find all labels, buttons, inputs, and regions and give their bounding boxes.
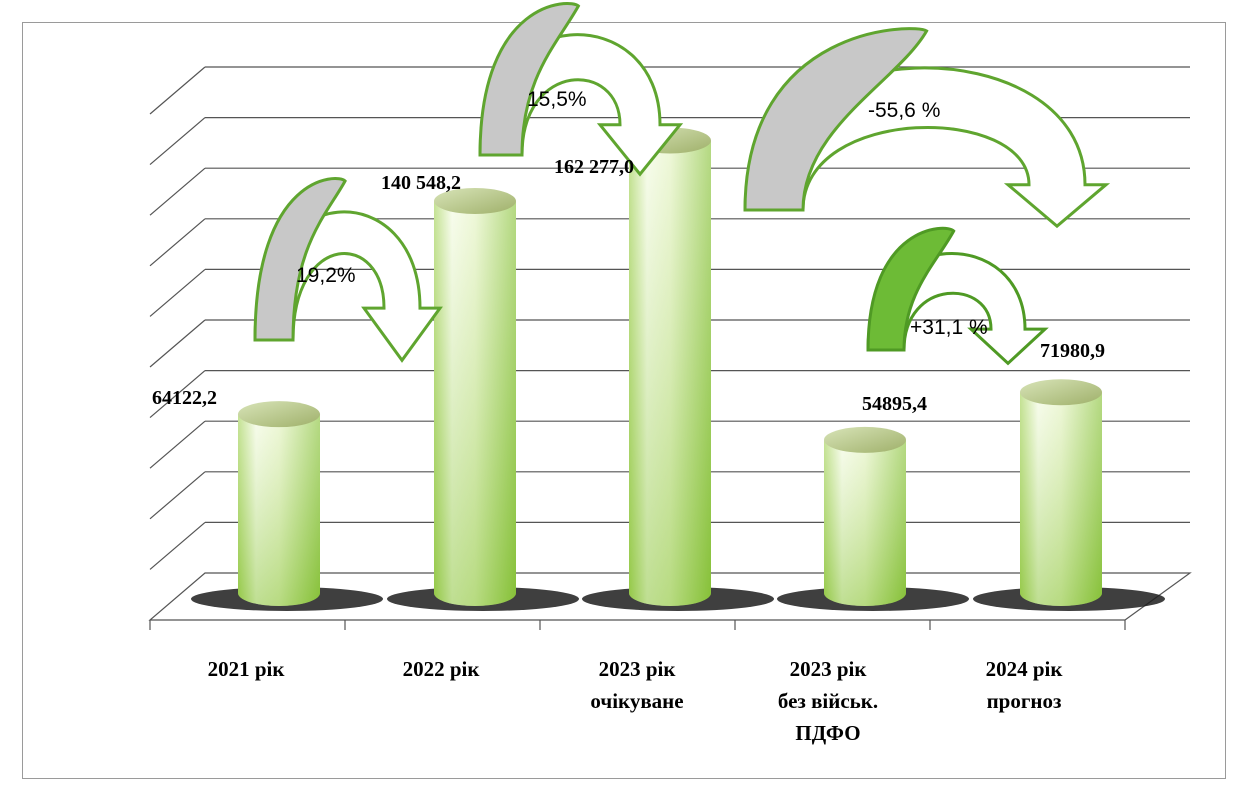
change-label: 19,2% [296, 264, 356, 287]
bar-top [434, 188, 516, 215]
data-label: 54895,4 [862, 393, 927, 415]
category-label: ПДФО [795, 721, 860, 745]
category-label: без військ. [778, 689, 878, 713]
change-arrow-shade [866, 226, 956, 352]
gridline-depth [149, 319, 206, 368]
bar-top [1020, 379, 1102, 406]
bar [238, 401, 320, 606]
data-label: 140 548,2 [381, 172, 461, 194]
change-label: +31,1 % [910, 316, 988, 339]
bar [1020, 379, 1102, 606]
category-label: 2024 рік [986, 657, 1064, 681]
bar-top [238, 401, 320, 428]
change-arrow-shade [253, 177, 347, 342]
gridline-depth [149, 521, 206, 570]
gridline-depth [149, 117, 206, 166]
bar-shade [1020, 392, 1102, 606]
bar-shade [824, 439, 906, 606]
data-labels: 64122,2 140 548,2 162 277,0 54895,4 71980,9 1… [152, 88, 1105, 415]
gridline-depth [149, 370, 206, 419]
bar [434, 188, 516, 606]
bar [629, 127, 711, 606]
category-labels: 2021 рік 2022 рік 2023 рік очікуване 2023 рі… [208, 657, 1064, 745]
bar-shade [434, 201, 516, 606]
category-label: 2021 рік [208, 657, 286, 681]
category-label: 2023 рік [599, 657, 677, 681]
change-arrows [253, 1, 1111, 366]
bar-shade [629, 140, 711, 606]
bar-top [824, 426, 906, 453]
gridline-depth [149, 471, 206, 520]
data-label: 64122,2 [152, 387, 217, 409]
gridline-depth [149, 420, 206, 469]
change-label: 15,5% [527, 88, 587, 111]
bars [191, 127, 1165, 611]
gridline-depth [149, 268, 206, 317]
category-label: 2023 рік [790, 657, 868, 681]
gridline-depth [149, 167, 206, 216]
change-arrow-shade [743, 27, 929, 212]
category-label: очікуване [590, 689, 683, 713]
data-label: 71980,9 [1040, 340, 1105, 362]
change-arrow-shade [478, 1, 581, 157]
category-label: 2022 рік [403, 657, 481, 681]
gridline-depth [149, 218, 206, 267]
bar-shade [238, 414, 320, 606]
category-label: прогноз [987, 689, 1062, 713]
gridline-depth [149, 66, 206, 115]
change-label: -55,6 % [868, 99, 940, 122]
data-label: 162 277,0 [554, 156, 634, 178]
bar [824, 426, 906, 606]
